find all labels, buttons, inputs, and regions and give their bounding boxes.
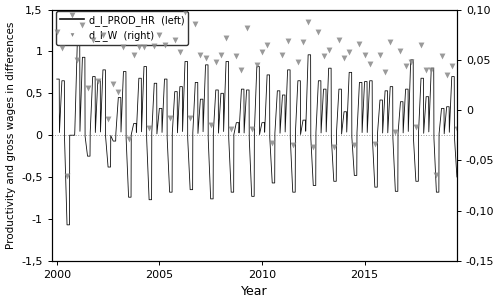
Point xyxy=(176,49,184,54)
Point xyxy=(304,19,312,24)
Point xyxy=(412,125,420,130)
Point xyxy=(58,45,66,50)
Point xyxy=(314,29,322,34)
Point xyxy=(366,61,374,66)
Y-axis label: Productivity and gross wages in differences: Productivity and gross wages in differen… xyxy=(6,22,16,249)
Point xyxy=(140,44,148,49)
Point xyxy=(268,141,276,146)
Point xyxy=(124,137,132,142)
Point xyxy=(130,52,138,57)
Point xyxy=(396,48,404,53)
Point xyxy=(232,54,240,58)
Point xyxy=(422,67,430,72)
Point xyxy=(109,81,117,86)
Point xyxy=(392,130,400,135)
Point xyxy=(468,31,476,36)
Point xyxy=(320,54,328,58)
Point xyxy=(438,54,446,58)
Point xyxy=(335,37,343,42)
Point xyxy=(99,32,107,37)
Point xyxy=(330,145,338,150)
Point xyxy=(310,145,318,150)
Point xyxy=(294,59,302,64)
Point xyxy=(63,174,71,179)
Point xyxy=(248,127,256,132)
Point xyxy=(474,113,482,118)
Point xyxy=(68,12,76,17)
Point xyxy=(376,52,384,57)
Point xyxy=(150,43,158,48)
Point xyxy=(350,143,358,148)
Point xyxy=(340,55,348,60)
Point xyxy=(406,59,414,64)
Point xyxy=(135,44,143,49)
Point xyxy=(253,62,261,67)
Point xyxy=(166,116,173,121)
Point xyxy=(284,38,292,43)
Point xyxy=(386,39,394,44)
Point xyxy=(181,9,189,14)
Point xyxy=(381,69,389,74)
Point xyxy=(104,117,112,122)
Point xyxy=(114,90,122,95)
Point xyxy=(478,61,486,66)
Point xyxy=(206,123,214,128)
Point xyxy=(258,49,266,54)
Point xyxy=(186,116,194,121)
Point xyxy=(345,49,353,54)
Point xyxy=(171,37,179,42)
Point xyxy=(278,52,286,57)
Point xyxy=(289,143,297,148)
Point xyxy=(94,78,102,83)
Point xyxy=(299,39,307,44)
Point xyxy=(360,52,368,57)
Point xyxy=(196,52,204,57)
Point xyxy=(448,64,456,68)
Point xyxy=(156,32,164,37)
Point xyxy=(88,37,96,42)
Point xyxy=(263,42,271,47)
Point xyxy=(145,126,153,131)
Point xyxy=(371,142,379,147)
Point xyxy=(453,127,461,132)
Point xyxy=(324,47,332,52)
X-axis label: Year: Year xyxy=(241,285,268,299)
Point xyxy=(160,42,168,47)
Point xyxy=(227,127,235,132)
Point xyxy=(402,64,409,68)
Point xyxy=(192,21,200,26)
Point xyxy=(212,59,220,64)
Point xyxy=(442,72,450,77)
Point xyxy=(417,42,425,47)
Legend: d_l_PROD_HR  (left), d_l_W  (right): d_l_PROD_HR (left), d_l_W (right) xyxy=(56,11,188,45)
Point xyxy=(53,29,61,34)
Point xyxy=(463,65,471,70)
Point xyxy=(356,41,364,46)
Point xyxy=(74,57,82,62)
Point xyxy=(432,173,440,178)
Point xyxy=(242,25,250,30)
Point xyxy=(217,52,225,57)
Point xyxy=(120,44,128,49)
Point xyxy=(458,57,466,62)
Point xyxy=(78,22,86,27)
Point xyxy=(84,85,92,90)
Point xyxy=(428,67,436,72)
Point xyxy=(202,55,209,60)
Point xyxy=(238,67,246,72)
Point xyxy=(222,35,230,40)
